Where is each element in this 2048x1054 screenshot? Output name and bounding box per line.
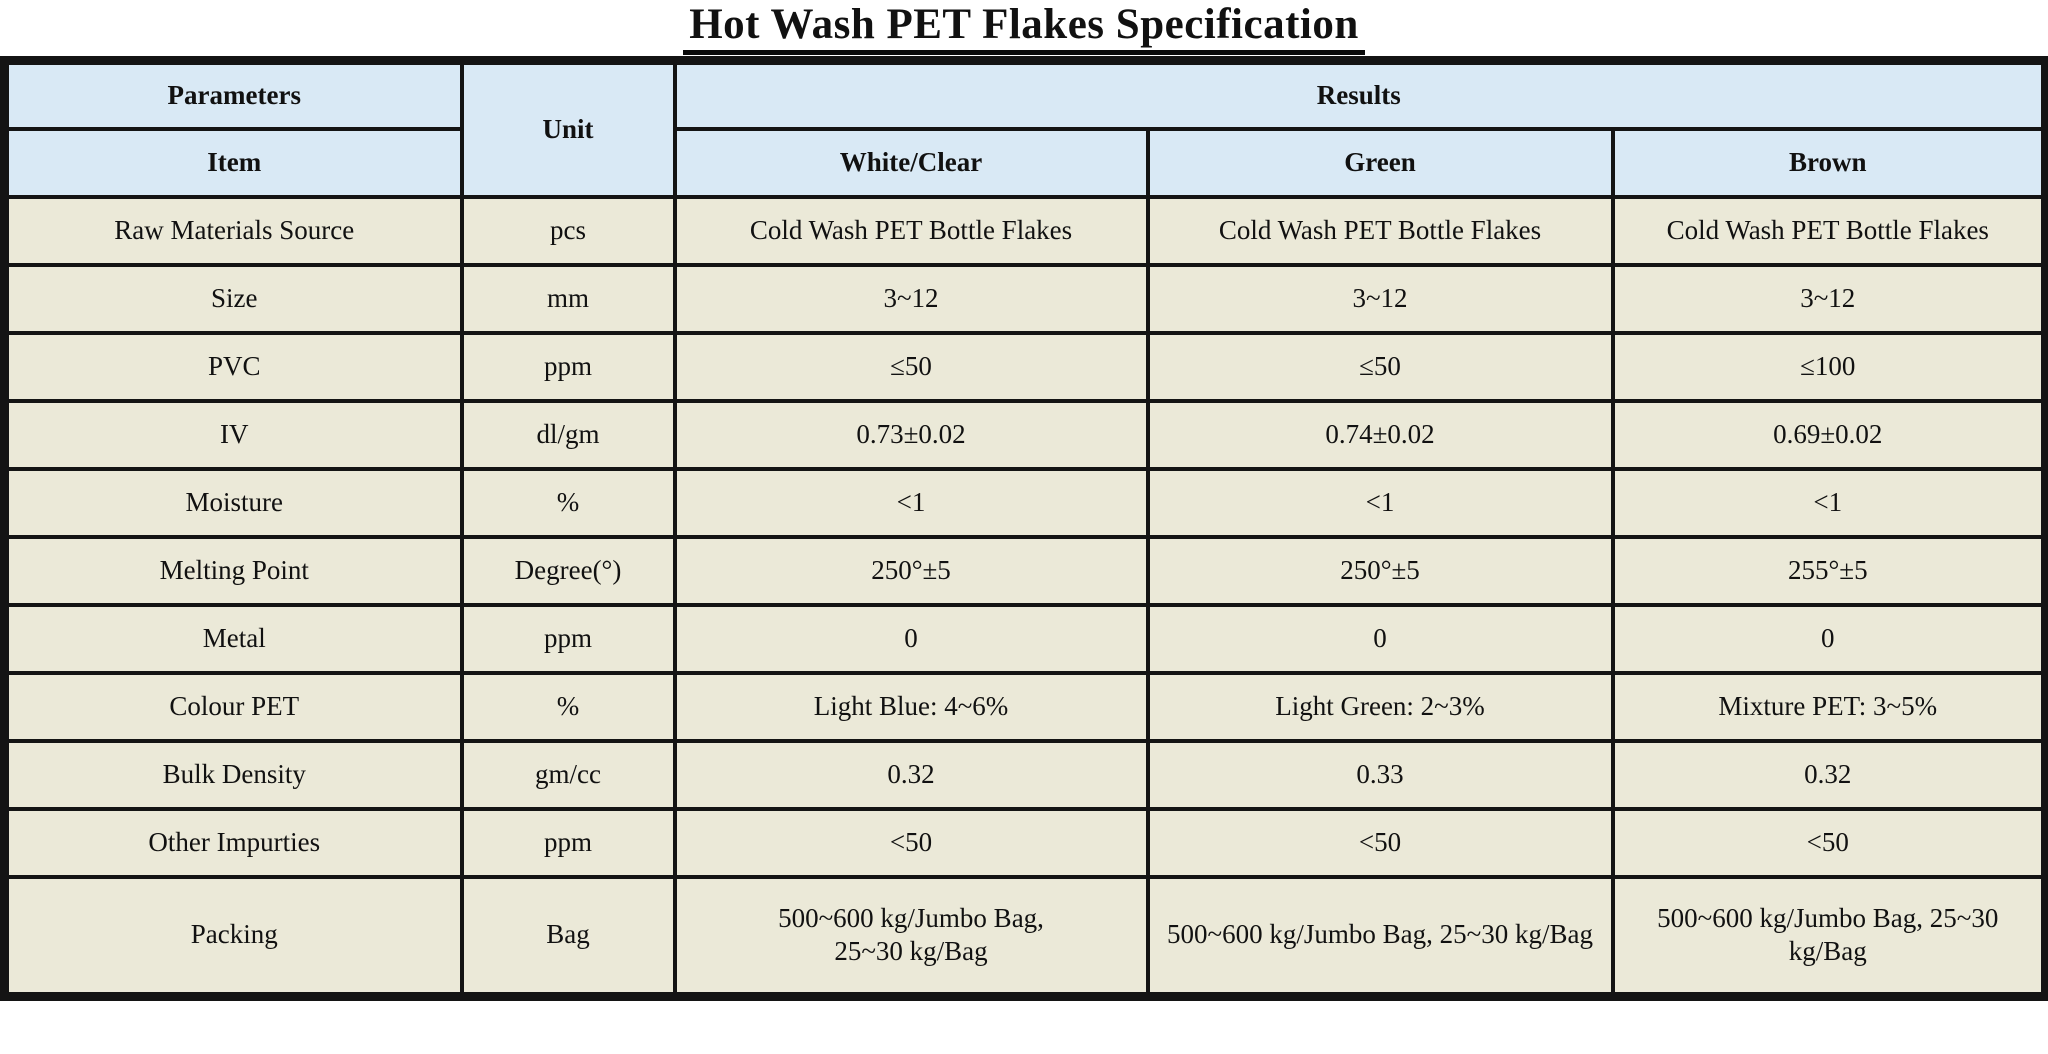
cell-item: PVC xyxy=(2,330,464,403)
cell-item: Moisture xyxy=(2,466,464,539)
header-brown: Brown xyxy=(1610,126,2048,199)
cell-white-clear: Light Blue: 4~6% xyxy=(672,670,1150,743)
page-title: Hot Wash PET Flakes Specification xyxy=(683,1,1365,56)
table-row: Other Impurties ppm <50 <50 <50 xyxy=(2,806,2048,879)
cell-green: <1 xyxy=(1145,466,1615,539)
table-row: Raw Materials Source pcs Cold Wash PET B… xyxy=(2,194,2048,267)
header-parameters: Parameters xyxy=(2,58,464,131)
cell-brown: Cold Wash PET Bottle Flakes xyxy=(1610,194,2048,267)
cell-green: <50 xyxy=(1145,806,1615,879)
cell-green: ≤50 xyxy=(1145,330,1615,403)
cell-white-clear: 0.73±0.02 xyxy=(672,398,1150,471)
cell-green: 3~12 xyxy=(1145,262,1615,335)
table-row: Packing Bag 500~600 kg/Jumbo Bag, 25~30 … xyxy=(2,874,2048,999)
cell-green: 250°±5 xyxy=(1145,534,1615,607)
cell-green: 0 xyxy=(1145,602,1615,675)
table-row: Size mm 3~12 3~12 3~12 xyxy=(2,262,2048,335)
cell-brown: 500~600 kg/Jumbo Bag, 25~30 kg/Bag xyxy=(1610,874,2048,999)
cell-white-clear: 250°±5 xyxy=(672,534,1150,607)
cell-brown: ≤100 xyxy=(1610,330,2048,403)
cell-unit: Degree(°) xyxy=(459,534,677,607)
header-item: Item xyxy=(2,126,464,199)
table-row: Colour PET % Light Blue: 4~6% Light Gree… xyxy=(2,670,2048,743)
cell-item: IV xyxy=(2,398,464,471)
cell-unit: dl/gm xyxy=(459,398,677,471)
cell-unit: % xyxy=(459,466,677,539)
header-results: Results xyxy=(672,58,2048,131)
cell-item: Melting Point xyxy=(2,534,464,607)
cell-brown: 0.69±0.02 xyxy=(1610,398,2048,471)
table-row: Melting Point Degree(°) 250°±5 250°±5 25… xyxy=(2,534,2048,607)
cell-white-clear: 500~600 kg/Jumbo Bag, 25~30 kg/Bag xyxy=(672,874,1150,999)
cell-item: Bulk Density xyxy=(2,738,464,811)
header-white-clear: White/Clear xyxy=(672,126,1150,199)
header-row-1: Parameters Unit Results xyxy=(2,58,2048,199)
cell-brown: 0.32 xyxy=(1610,738,2048,811)
header-row-2: Item White/Clear Green Brown xyxy=(2,126,2048,199)
cell-item: Packing xyxy=(2,874,464,999)
cell-green: Light Green: 2~3% xyxy=(1145,670,1615,743)
cell-unit: Bag xyxy=(459,874,677,999)
cell-brown: 3~12 xyxy=(1610,262,2048,335)
table-row: Bulk Density gm/cc 0.32 0.33 0.32 xyxy=(2,738,2048,811)
table-row: Moisture % <1 <1 <1 xyxy=(2,466,2048,539)
cell-green: 0.74±0.02 xyxy=(1145,398,1615,471)
cell-unit: ppm xyxy=(459,806,677,879)
cell-brown: 0 xyxy=(1610,602,2048,675)
cell-item: Size xyxy=(2,262,464,335)
cell-unit: ppm xyxy=(459,602,677,675)
cell-unit: % xyxy=(459,670,677,743)
cell-brown: <50 xyxy=(1610,806,2048,879)
cell-brown: Mixture PET: 3~5% xyxy=(1610,670,2048,743)
cell-white-clear: <1 xyxy=(672,466,1150,539)
cell-unit: pcs xyxy=(459,194,677,267)
cell-white-clear: <50 xyxy=(672,806,1150,879)
title-area: Hot Wash PET Flakes Specification xyxy=(0,0,2048,56)
cell-item: Colour PET xyxy=(2,670,464,743)
spec-table: Parameters Unit Results Item White/Clear… xyxy=(0,56,2048,1001)
cell-green: 0.33 xyxy=(1145,738,1615,811)
table-row: PVC ppm ≤50 ≤50 ≤100 xyxy=(2,330,2048,403)
cell-unit: ppm xyxy=(459,330,677,403)
cell-white-clear: 3~12 xyxy=(672,262,1150,335)
cell-white-clear: 0.32 xyxy=(672,738,1150,811)
cell-white-clear: Cold Wash PET Bottle Flakes xyxy=(672,194,1150,267)
cell-white-clear: 0 xyxy=(672,602,1150,675)
cell-brown: <1 xyxy=(1610,466,2048,539)
cell-item: Metal xyxy=(2,602,464,675)
cell-unit: mm xyxy=(459,262,677,335)
cell-brown: 255°±5 xyxy=(1610,534,2048,607)
cell-item: Other Impurties xyxy=(2,806,464,879)
cell-white-clear: ≤50 xyxy=(672,330,1150,403)
table-row: Metal ppm 0 0 0 xyxy=(2,602,2048,675)
cell-green: Cold Wash PET Bottle Flakes xyxy=(1145,194,1615,267)
cell-item: Raw Materials Source xyxy=(2,194,464,267)
cell-unit: gm/cc xyxy=(459,738,677,811)
cell-green: 500~600 kg/Jumbo Bag, 25~30 kg/Bag xyxy=(1145,874,1615,999)
table-row: IV dl/gm 0.73±0.02 0.74±0.02 0.69±0.02 xyxy=(2,398,2048,471)
header-unit: Unit xyxy=(459,58,677,199)
header-green: Green xyxy=(1145,126,1615,199)
